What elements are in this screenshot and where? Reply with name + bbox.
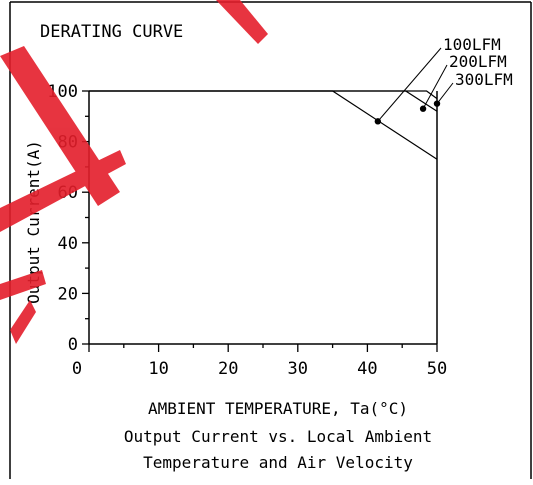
x-tick-label-30: 30 <box>288 359 308 379</box>
legend-label-300LFM: 300LFM <box>455 70 513 89</box>
y-tick-label-0: 0 <box>68 335 78 355</box>
caption-line-1: Output Current vs. Local Ambient <box>124 427 432 446</box>
x-tick-label-0: 0 <box>72 359 82 379</box>
chart-title: DERATING CURVE <box>40 22 183 42</box>
series-marker-200LFM <box>419 105 427 112</box>
legend-label-100LFM: 100LFM <box>443 35 501 54</box>
series-line-300LFM <box>89 90 438 100</box>
y-tick-label-40: 40 <box>58 234 78 254</box>
legend-leader-300LFM <box>436 82 454 104</box>
legend-leader-100LFM <box>377 47 442 122</box>
series-line-100LFM <box>89 90 438 160</box>
watermark-stroke-decoration <box>0 0 268 344</box>
plot-layer: 02040608010001020304050100LFM200LFM300LF… <box>47 35 513 379</box>
legend-label-200LFM: 200LFM <box>449 52 507 71</box>
x-tick-label-10: 10 <box>148 359 168 379</box>
x-tick-label-40: 40 <box>357 359 377 379</box>
legend-leader-200LFM <box>422 64 448 109</box>
series-line-200LFM <box>89 90 438 112</box>
x-tick-label-50: 50 <box>427 359 447 379</box>
x-axis-label: AMBIENT TEMPERATURE, Ta(°C) <box>148 399 408 418</box>
y-tick-label-20: 20 <box>58 284 78 304</box>
x-tick-label-20: 20 <box>218 359 238 379</box>
caption-line-2: Temperature and Air Velocity <box>143 453 413 472</box>
y-axis-label: Output Current(A) <box>24 140 43 304</box>
